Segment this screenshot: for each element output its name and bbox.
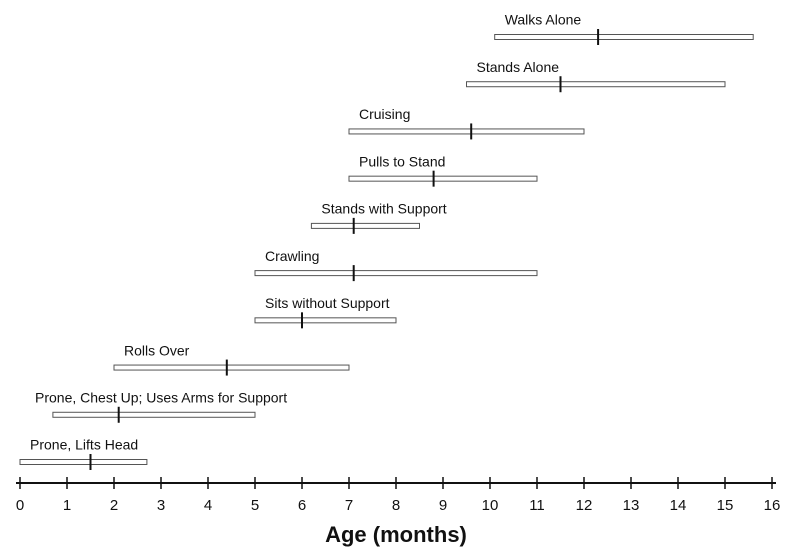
x-tick-label: 12 [576,497,593,514]
milestone-label: Stands Alone [477,59,560,75]
range-bar [113,364,350,371]
milestone-label: Pulls to Stand [359,153,445,169]
range-bar [466,81,726,88]
x-tick-label: 15 [717,497,734,514]
milestone-label: Sits without Support [265,295,390,311]
x-tick-label: 10 [482,497,499,514]
x-axis-title: Age (months) [325,522,467,547]
x-tick-label: 9 [439,497,447,514]
x-tick-label: 13 [623,497,640,514]
x-tick-label: 4 [204,497,212,514]
range-bar [254,270,538,277]
x-tick-label: 8 [392,497,400,514]
milestone-label: Rolls Over [124,342,190,358]
milestone-label: Cruising [359,106,410,122]
milestone-label: Prone, Chest Up; Uses Arms for Support [35,389,287,405]
x-tick-label: 16 [764,497,781,514]
x-tick-label: 6 [298,497,306,514]
x-tick-label: 2 [110,497,118,514]
x-tick-label: 11 [529,497,545,514]
range-bar [494,34,754,40]
x-tick-label: 5 [251,497,259,514]
milestone-label: Crawling [265,248,319,264]
range-bar [254,317,397,324]
range-bar [52,411,256,418]
x-tick-label: 1 [63,497,71,514]
range-bar [348,128,585,135]
milestone-label: Prone, Lifts Head [30,437,138,453]
x-tick-label: 3 [157,497,165,514]
milestone-label: Walks Alone [505,12,582,28]
range-bar [310,222,420,229]
x-tick-label: 0 [16,497,24,514]
range-bar [348,175,538,182]
x-tick-label: 14 [670,497,687,514]
range-bar [19,459,148,465]
milestone-label: Stands with Support [321,201,446,217]
x-tick-label: 7 [345,497,353,514]
